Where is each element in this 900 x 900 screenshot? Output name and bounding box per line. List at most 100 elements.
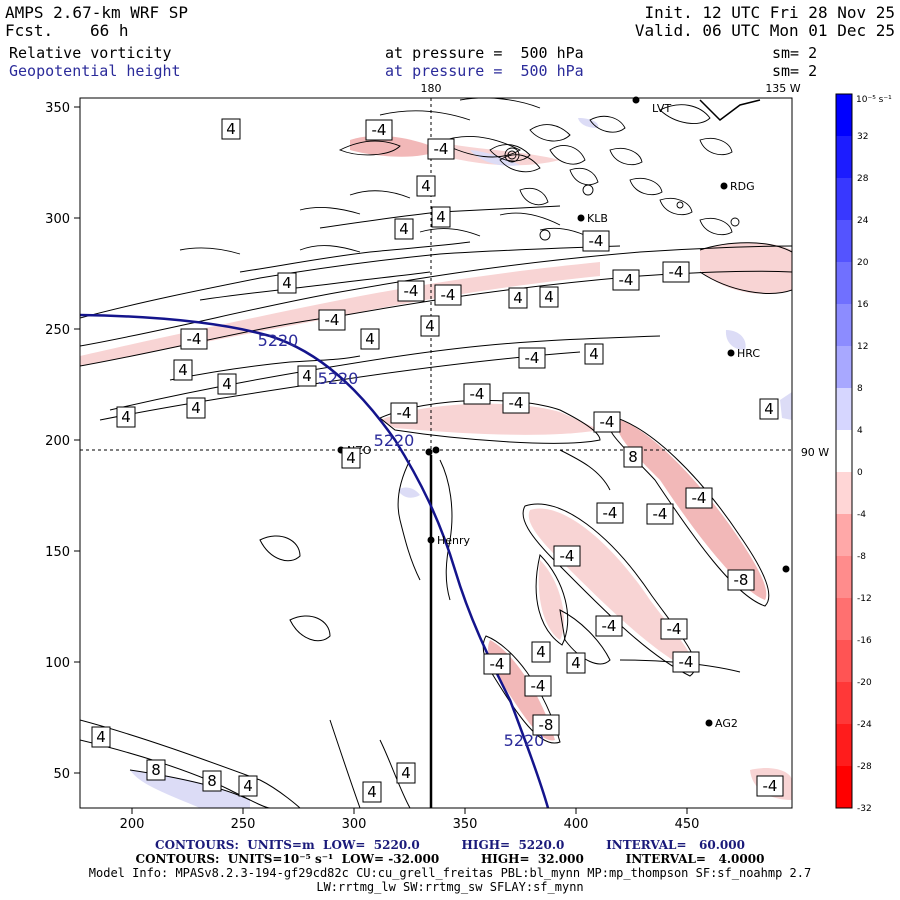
x-tick-label: 350 <box>453 817 478 832</box>
vorticity-contour-label: -4 <box>596 502 624 524</box>
station-label: KLB <box>587 212 608 225</box>
colorbar-unit: 10⁻⁵ s⁻¹ <box>856 95 892 105</box>
x-tick-label: 450 <box>675 817 700 832</box>
vorticity-contour-label: 4 <box>217 373 237 395</box>
y-tick-label: 300 <box>45 212 70 227</box>
y-tick-label: 50 <box>53 767 70 782</box>
colorbar-tick-label: -32 <box>857 804 872 814</box>
colorbar-tick-label: 16 <box>857 300 869 310</box>
svg-text:4: 4 <box>365 330 375 348</box>
y-axis-labels: 350 300 250 200 150 100 50 <box>45 101 70 782</box>
svg-text:4: 4 <box>401 764 411 782</box>
colorbar-tick-label: -12 <box>857 594 872 604</box>
svg-text:4: 4 <box>764 400 774 418</box>
vorticity-contour-label: 4 <box>396 762 416 784</box>
vorticity-contour-label: 4 <box>116 406 136 428</box>
station-label: RDG <box>730 180 755 193</box>
map-frame <box>79 97 793 809</box>
vorticity-contour-label: -4 <box>756 775 784 797</box>
colorbar-tick-label: 20 <box>857 258 869 268</box>
svg-text:-4: -4 <box>653 505 668 523</box>
svg-text:8: 8 <box>207 772 217 790</box>
vorticity-contour-label: -8 <box>727 569 755 591</box>
vorticity-contour-label: 4 <box>416 175 436 197</box>
positive-vorticity-shading <box>130 118 792 808</box>
vorticity-contour-label: 4 <box>173 359 193 381</box>
vorticity-contour-label: 8 <box>202 770 222 792</box>
colorbar-segment <box>836 556 852 599</box>
svg-text:4: 4 <box>589 345 599 363</box>
svg-text:-4: -4 <box>679 653 694 671</box>
height-label: 5220 <box>504 731 545 750</box>
vorticity-contour-label: 4 <box>420 315 440 337</box>
field2-name: Geopotential height <box>9 62 181 80</box>
svg-text:4: 4 <box>282 274 292 292</box>
x-axis-labels: 200 250 300 350 400 450 <box>120 817 700 832</box>
vorticity-contour-label: -4 <box>660 618 688 640</box>
svg-text:4: 4 <box>226 120 236 138</box>
svg-text:-4: -4 <box>325 311 340 329</box>
height-label: 5220 <box>374 431 415 450</box>
svg-text:4: 4 <box>346 449 356 467</box>
svg-text:4: 4 <box>243 777 253 795</box>
station-marker <box>632 96 640 104</box>
vorticity-contour-label: 8 <box>623 446 643 468</box>
colorbar-segment <box>836 136 852 179</box>
station-marker <box>577 214 585 222</box>
svg-text:-8: -8 <box>734 571 749 589</box>
x-axis-ticks <box>131 808 688 814</box>
vorticity-contour-label: 4 <box>221 118 241 140</box>
svg-text:4: 4 <box>121 408 131 426</box>
vorticity-contour-label: -4 <box>685 487 713 509</box>
y-tick-label: 150 <box>45 545 70 560</box>
geopotential-5220-contour <box>80 313 550 808</box>
colorbar-tick-label: 28 <box>857 174 869 184</box>
colorbar-tick-label: -16 <box>857 636 872 646</box>
vorticity-contour-label: -4 <box>390 402 418 424</box>
meridian-90w-label: 90 W <box>801 446 829 459</box>
footer-height-contours: CONTOURS: UNITS=m LOW= 5220.0 HIGH= 5220… <box>155 838 745 852</box>
colorbar-segment <box>836 682 852 725</box>
colorbar-segment <box>836 346 852 389</box>
colorbar-tick-label: 12 <box>857 342 868 352</box>
vorticity-contour-label: 4 <box>394 218 414 240</box>
svg-text:8: 8 <box>151 761 161 779</box>
vorticity-contour-label: 4 <box>566 652 586 674</box>
colorbar-segment <box>836 514 852 557</box>
svg-text:-4: -4 <box>667 620 682 638</box>
station-label: AG2 <box>715 717 738 730</box>
vorticity-contour-label: -4 <box>662 261 690 283</box>
x-tick-label: 200 <box>120 817 145 832</box>
colorbar-segment <box>836 94 852 137</box>
station-marker <box>425 448 433 456</box>
colorbar-tick-label: -28 <box>857 762 872 772</box>
y-axis-ticks <box>74 106 80 774</box>
colorbar-segment <box>836 178 852 221</box>
y-tick-label: 200 <box>45 434 70 449</box>
field2-level: at pressure = 500 hPa <box>385 62 584 80</box>
station-marker <box>720 182 728 190</box>
station-marker <box>705 719 713 727</box>
vorticity-contour-label: -4 <box>582 230 610 252</box>
svg-text:-4: -4 <box>603 504 618 522</box>
colorbar-segment <box>836 598 852 641</box>
colorbar-tick-label: -4 <box>857 510 866 520</box>
vorticity-contour-label: 4 <box>508 287 528 309</box>
height-contour-labels: 5220 5220 5220 5220 <box>258 331 545 750</box>
vorticity-contour-label: -4 <box>612 269 640 291</box>
colorbar-segment <box>836 430 852 473</box>
svg-text:4: 4 <box>421 177 431 195</box>
vorticity-contour-label: 8 <box>146 759 166 781</box>
colorbar-segment <box>836 472 852 515</box>
vorticity-contour-label: 4 <box>362 781 382 803</box>
colorbar-segment <box>836 220 852 263</box>
vorticity-contour-label: -4 <box>463 383 491 405</box>
vorticity-contour-label: -4 <box>502 392 530 414</box>
x-tick-label: 400 <box>564 817 589 832</box>
svg-text:-4: -4 <box>490 655 505 673</box>
vorticity-contour-label: -4 <box>524 675 552 697</box>
svg-text:4: 4 <box>571 654 581 672</box>
vorticity-contour-label: 4 <box>297 365 317 387</box>
svg-text:-4: -4 <box>509 394 524 412</box>
vorticity-contour-label: -4 <box>518 347 546 369</box>
